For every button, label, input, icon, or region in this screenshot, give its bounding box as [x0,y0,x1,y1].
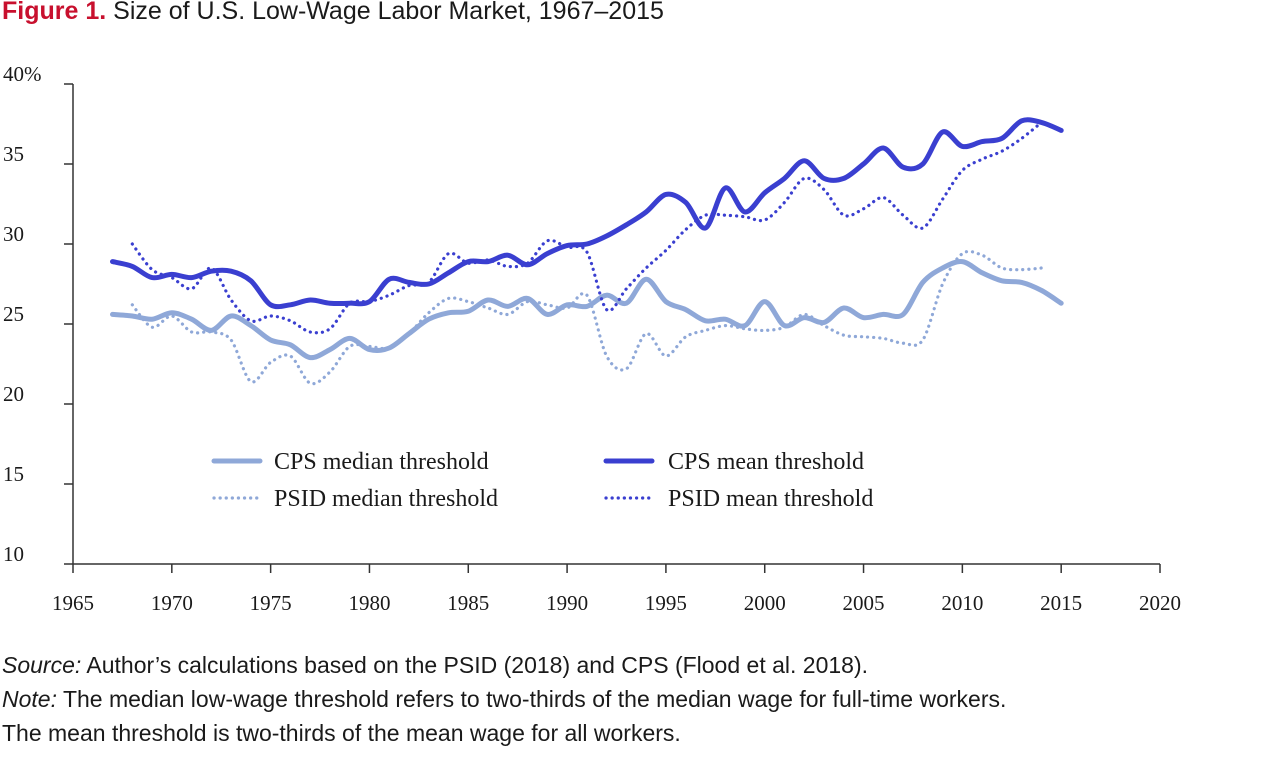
x-tick-label: 1995 [645,591,687,615]
line-chart: 10 15 20 25 30 35 40% 1965 1970 1975 1980 1985 1990 1… [3,62,1181,615]
note-line-2: The mean threshold is two-thirds of the … [2,720,681,746]
x-tick-label: 1965 [52,591,94,615]
note-text: The median low-wage threshold refers to … [56,686,1007,712]
y-tick-label: 20 [3,382,24,406]
source-text: Author’s calculations based on the PSID … [81,652,868,678]
x-tick-label: 2005 [843,591,885,615]
x-tick-label: 1990 [546,591,588,615]
x-tick-label: 2020 [1139,591,1181,615]
source-line: Source: Author’s calculations based on t… [2,648,1006,682]
y-tick-label: 25 [3,302,24,326]
x-tick-label: 2010 [941,591,983,615]
x-tick-label: 2015 [1040,591,1082,615]
legend-label-cps-median-threshold: CPS median threshold [274,449,489,475]
legend-label-psid-median-threshold: PSID median threshold [274,486,498,512]
x-tick-label: 1975 [250,591,292,615]
y-tick-label: 10 [3,542,24,566]
note-line: Note: The median low-wage threshold refe… [2,682,1006,716]
figure-notes: Source: Author’s calculations based on t… [2,648,1006,750]
x-tick-label: 1980 [348,591,390,615]
figure-title-text: Size of U.S. Low-Wage Labor Market, 1967… [113,0,664,25]
chart-axes: 10 15 20 25 30 35 40% 1965 1970 1975 1980 1985 1990 1… [3,62,1181,615]
y-tick-label: 35 [3,142,24,166]
legend-label-psid-mean-threshold: PSID mean threshold [668,486,873,512]
x-tick-label: 1970 [151,591,193,615]
series-line-cps-median-threshold [110,259,1064,361]
chart-series [110,117,1064,386]
x-tick-label: 2000 [744,591,786,615]
legend-label-cps-mean-threshold: CPS mean threshold [668,449,864,475]
figure-label: Figure 1. [2,0,107,25]
figure-title: Figure 1. Size of U.S. Low-Wage Labor Ma… [2,0,664,26]
series-line-cps-mean-threshold [110,117,1064,310]
series-line-psid-median-threshold [130,249,1043,386]
note-label: Note: [2,686,57,712]
y-tick-label: 30 [3,222,24,246]
y-tick-label: 15 [3,462,24,486]
source-label: Source: [2,652,82,678]
series-line-psid-mean-threshold [130,120,1043,335]
x-tick-label: 1985 [447,591,489,615]
chart-legend: CPS median threshold CPS mean threshold PS… [211,449,873,512]
y-tick-label: 40% [3,62,42,86]
